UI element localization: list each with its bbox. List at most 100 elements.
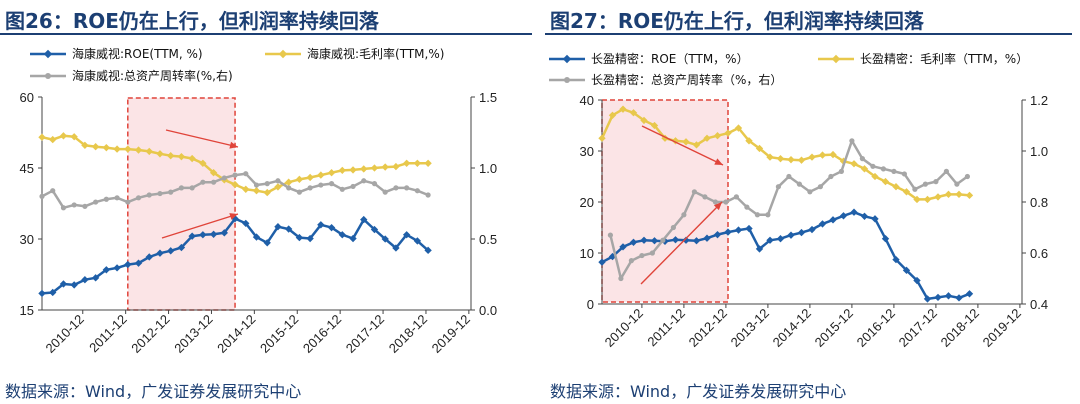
data-point [177, 152, 186, 161]
legend-swatch-marker [43, 49, 53, 59]
data-point [328, 181, 335, 187]
y-left-tick-label: 0 [587, 297, 594, 312]
data-point [81, 141, 89, 149]
data-point [242, 185, 250, 193]
data-point [807, 189, 813, 195]
data-point [660, 237, 666, 243]
data-point [370, 225, 379, 234]
data-point [156, 150, 164, 158]
data-point [49, 288, 57, 297]
legend-swatch-marker [45, 73, 51, 79]
x-tick-label: 2014-12 [770, 306, 814, 350]
chart-panel-left: 图26：ROE仍在上行，但利润率持续回落 15 30 45 60 0.0 0.5 1.0 1.… [0, 9, 532, 401]
data-point [702, 194, 708, 200]
data-point [220, 229, 229, 237]
data-point [167, 152, 175, 160]
legend-label: 长盈精密：毛利率（TTM，%） [860, 51, 1028, 66]
data-point [775, 184, 781, 190]
data-point [125, 199, 131, 205]
data-point [146, 192, 152, 198]
y-left-tick-label: 45 [20, 161, 34, 176]
data-point [317, 221, 325, 229]
data-point [955, 294, 963, 302]
y-right-tick-label: 1.0 [479, 161, 497, 176]
annotation-arrow [165, 129, 239, 148]
annotation-arrowhead [713, 202, 722, 211]
chart-svg: 15 30 45 60 0.0 0.5 1.0 1.5 2010-12 2011-122012-1… [20, 46, 498, 356]
data-point [71, 202, 77, 208]
legend-label: 长盈精密：总资产周转率（%，右） [591, 72, 782, 87]
data-point [135, 195, 142, 201]
data-point [113, 264, 121, 272]
data-point [639, 252, 645, 259]
data-point [796, 181, 802, 187]
annotation-arrowhead [714, 158, 723, 165]
y-right-tick-label: 0.0 [479, 303, 497, 318]
data-point [178, 185, 185, 191]
data-point [295, 175, 304, 184]
y-right-tick-label: 0.8 [1030, 195, 1048, 210]
data-point [934, 193, 942, 201]
data-point [912, 186, 918, 192]
data-point [901, 171, 907, 177]
data-point [425, 192, 431, 198]
data-point [402, 231, 411, 239]
x-tick-label: 2015-12 [812, 306, 856, 350]
data-point [964, 173, 970, 180]
data-point [797, 156, 806, 164]
x-tick-label: 2012-12 [686, 306, 730, 350]
data-point [786, 173, 792, 180]
data-point [849, 138, 855, 144]
data-point [295, 233, 304, 242]
x-tick-label: 2011-12 [644, 306, 688, 350]
x-tick-label: 2011-12 [86, 312, 130, 356]
data-point [381, 163, 389, 171]
data-point [744, 204, 750, 210]
data-point [168, 189, 174, 195]
data-point [817, 184, 823, 190]
annotation-arrow [640, 201, 723, 285]
y-left-tick-label: 40 [580, 93, 594, 108]
data-point [787, 155, 795, 164]
highlight-box [127, 97, 236, 311]
data-point [787, 231, 795, 239]
data-point [59, 280, 68, 288]
data-point [145, 253, 153, 261]
x-tick-label: 2016-12 [300, 312, 344, 356]
data-point [113, 145, 121, 153]
y-left-tick-label: 60 [20, 90, 34, 105]
data-point [211, 179, 217, 185]
data-point [944, 190, 953, 199]
y-right-tick-label: 1.2 [1030, 93, 1048, 108]
data-point [413, 159, 422, 167]
data-point [103, 196, 109, 202]
data-point [829, 216, 837, 224]
data-point [754, 212, 760, 218]
x-tick-label: 2016-12 [854, 306, 898, 350]
x-tick-label: 2019-12 [980, 306, 1024, 350]
data-point [818, 151, 827, 159]
x-tick-label: 2010-12 [43, 312, 87, 356]
y-left-tick-label: 30 [580, 144, 594, 159]
chart-panel-right: 图27：ROE仍在上行，但利润率持续回落 0 10 20 30 40 0.4 0.6 0.8 1… [545, 0, 1080, 404]
data-point [618, 275, 624, 282]
annotation-arrowhead [229, 141, 238, 149]
chart-svg: 0102030400.40.60.81.01.22010-122011-1220… [549, 51, 1048, 350]
data-point [349, 234, 357, 243]
data-point [350, 183, 356, 190]
data-point [965, 290, 974, 298]
x-tick-label: 2015-12 [257, 312, 301, 356]
data-point [965, 191, 974, 200]
data-point [765, 212, 771, 218]
source-note: 数据来源：Wind，广发证券发展研究中心 [550, 382, 847, 401]
x-tick-label: 2018-12 [938, 306, 982, 350]
data-point [381, 235, 389, 243]
data-point [649, 250, 655, 256]
data-point [38, 289, 46, 298]
annotation-arrow [641, 125, 724, 166]
data-point [402, 159, 411, 167]
data-point [382, 189, 388, 195]
data-point [370, 164, 379, 172]
data-point [691, 189, 697, 195]
annotation-arrowhead [229, 213, 238, 220]
